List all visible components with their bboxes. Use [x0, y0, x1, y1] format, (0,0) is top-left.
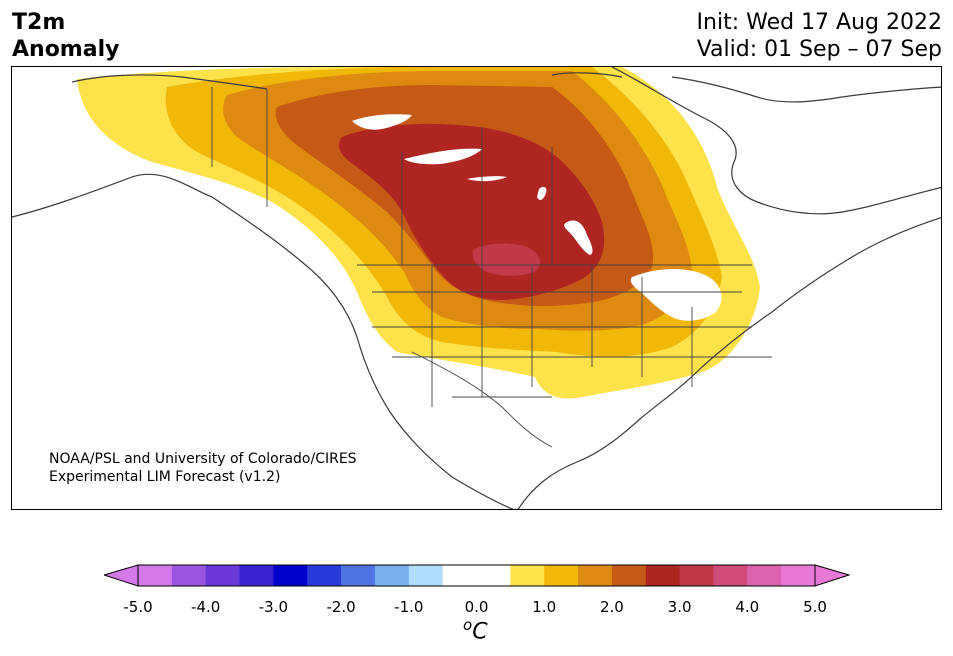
colorbar-extend-min — [104, 564, 139, 587]
map-title: T2m Anomaly — [12, 9, 119, 63]
colorbar-tick-label: 0.0 — [464, 598, 489, 616]
lake — [352, 114, 412, 130]
colorbar — [104, 564, 850, 587]
colorbar-tick-label: 3.0 — [667, 598, 692, 616]
colorbar-tick-label: -2.0 — [326, 598, 356, 616]
lake — [564, 220, 593, 255]
credit-line-1: NOAA/PSL and University of Colorado/CIRE… — [49, 451, 357, 467]
border — [411, 351, 553, 448]
lake — [630, 269, 722, 321]
colorbar-cell — [307, 565, 342, 586]
colorbar-cell — [273, 565, 308, 586]
lake — [467, 176, 507, 182]
coastline — [517, 217, 941, 509]
colorbar-tick-label: -5.0 — [123, 598, 153, 616]
colorbar-tick-label: 4.0 — [735, 598, 760, 616]
colorbar-tick-label: 2.0 — [599, 598, 624, 616]
colorbar-unit: oC — [463, 616, 488, 644]
colorbar-tick-label: -3.0 — [258, 598, 289, 616]
colorbar-cell — [341, 565, 376, 586]
colorbar-cell — [713, 565, 748, 586]
coastline — [71, 74, 268, 90]
valid-dates: Valid: 01 Sep – 07 Sep — [696, 37, 942, 62]
colorbar-cell — [374, 565, 410, 586]
colorbar-cell — [205, 565, 241, 586]
anomaly-map: NOAA/PSL and University of Colorado/CIRE… — [11, 66, 942, 510]
coastline — [12, 173, 514, 509]
coastline — [551, 72, 941, 103]
lake — [404, 148, 482, 165]
lake — [537, 186, 547, 200]
colorbar-cell — [747, 565, 782, 586]
colorbar-cell — [408, 565, 444, 586]
colorbar-tick-label: -1.0 — [394, 598, 424, 616]
anomaly-contour-3p0 — [472, 243, 541, 276]
colorbar-cell — [611, 565, 647, 586]
colorbar-cell — [645, 565, 681, 586]
credit-line-2: Experimental LIM Forecast (v1.2) — [49, 469, 281, 485]
init-date: Init: Wed 17 Aug 2022 — [696, 10, 942, 35]
colorbar-tick-label: 1.0 — [532, 598, 557, 616]
colorbar-cell — [138, 565, 173, 586]
colorbar-frame — [137, 564, 816, 587]
colorbar-cell — [679, 565, 714, 586]
colorbar-tick-label: 5.0 — [803, 598, 827, 616]
colorbar-cell — [544, 565, 579, 586]
border — [372, 265, 772, 407]
credit-text: NOAA/PSL and University of Colorado/CIRE… — [49, 450, 357, 486]
colorbar-cells — [138, 565, 816, 586]
colorbar-cell — [476, 565, 511, 586]
colorbar-cell — [171, 565, 207, 586]
colorbar-cell — [239, 565, 274, 586]
colorbar-cell — [510, 565, 545, 586]
unit-degree: o — [463, 616, 473, 634]
forecast-dates: Init: Wed 17 Aug 2022 Valid: 01 Sep – 07… — [697, 9, 942, 63]
title-line-2: Anomaly — [12, 37, 120, 62]
unit-base: C — [472, 619, 488, 645]
colorbar-cell — [442, 565, 477, 586]
border — [211, 87, 752, 266]
coastline — [611, 67, 941, 215]
map-canvas — [12, 67, 941, 509]
colorbar-extend-max — [814, 564, 850, 587]
colorbar-cell — [781, 565, 816, 586]
title-line-1: T2m — [12, 10, 66, 35]
colorbar-tick-label: -4.0 — [191, 598, 221, 616]
colorbar-cell — [578, 565, 613, 586]
